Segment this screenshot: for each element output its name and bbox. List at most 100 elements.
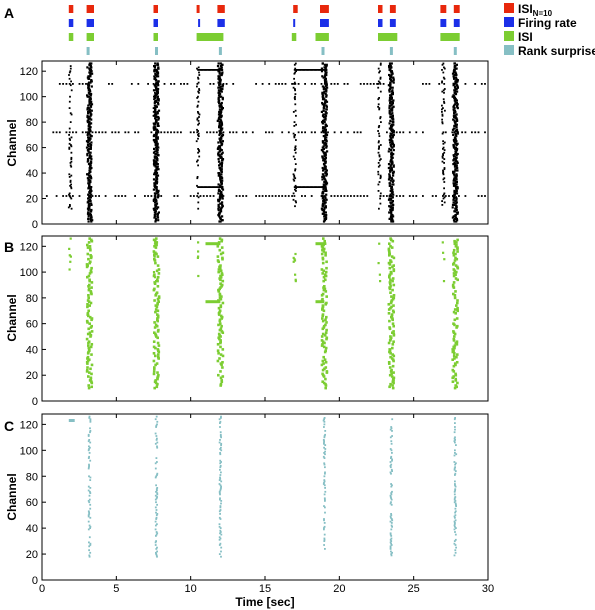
spike-mark <box>89 527 91 529</box>
spike-mark <box>454 83 457 85</box>
spike-mark <box>323 186 326 188</box>
spike-mark <box>390 219 393 222</box>
spike-mark <box>68 195 71 197</box>
spike-mark <box>321 98 325 101</box>
spike-mark <box>323 210 326 213</box>
spike-mark <box>217 62 220 65</box>
spike-mark <box>389 164 392 167</box>
spike-mark <box>89 71 92 74</box>
spike-mark <box>391 93 394 96</box>
spike-mark <box>88 475 90 478</box>
spike-mark <box>156 89 159 92</box>
spike-mark <box>86 121 89 124</box>
spike-mark <box>88 237 91 240</box>
spike-mark <box>325 173 328 176</box>
spike-mark <box>217 203 220 206</box>
spike-mark <box>391 418 394 421</box>
spike-mark <box>455 79 458 82</box>
spike-mark <box>325 336 329 340</box>
legend-label-isi-n10: ISIN=10 <box>518 2 553 18</box>
spike-mark <box>220 206 223 209</box>
spike-mark <box>69 204 71 206</box>
spike-mark <box>197 134 199 136</box>
spike-mark <box>297 131 300 134</box>
spike-mark <box>152 207 155 210</box>
spike-mark <box>229 131 231 134</box>
spike-mark <box>453 173 456 176</box>
spike-mark <box>438 83 441 85</box>
spike-mark <box>287 131 290 134</box>
spike-mark <box>88 156 91 159</box>
spike-mark <box>456 187 459 190</box>
spike-mark <box>336 195 339 197</box>
spike-mark <box>294 151 297 154</box>
spike-mark <box>389 355 392 359</box>
detection-bar <box>217 5 225 13</box>
y-tick-label: 60 <box>26 143 38 155</box>
spike-mark <box>455 149 458 152</box>
spike-mark <box>452 105 455 108</box>
spike-mark <box>391 178 394 181</box>
spike-mark <box>155 424 158 427</box>
spike-mark <box>88 304 91 307</box>
spike-mark <box>321 359 325 363</box>
spike-mark <box>219 138 222 142</box>
spike-mark <box>89 420 92 423</box>
spike-mark <box>314 131 316 134</box>
spike-mark <box>155 280 158 283</box>
spike-mark <box>87 386 91 390</box>
spike-mark <box>453 183 456 186</box>
spike-mark <box>89 212 92 215</box>
spike-mark <box>444 131 447 134</box>
spike-mark <box>88 455 90 458</box>
spike-mark <box>218 441 221 444</box>
spike-mark <box>245 195 248 197</box>
spike-mark <box>198 74 201 76</box>
spike-mark <box>154 155 157 158</box>
spike-mark <box>453 318 457 322</box>
spike-mark <box>209 69 211 71</box>
spike-mark <box>155 202 158 205</box>
spike-mark <box>323 180 326 184</box>
spike-mark <box>453 189 456 192</box>
spike-mark <box>323 86 326 89</box>
spike-mark <box>389 370 393 373</box>
spike-mark <box>218 110 221 113</box>
spike-mark <box>156 178 159 181</box>
spike-mark <box>156 492 159 494</box>
spike-mark <box>87 287 91 291</box>
spike-mark <box>388 339 392 342</box>
spike-mark <box>454 483 456 485</box>
spike-mark <box>323 159 326 162</box>
spike-mark <box>155 501 157 504</box>
spike-mark <box>324 487 326 489</box>
spike-mark <box>153 281 156 284</box>
spike-mark <box>88 123 91 126</box>
spike-mark <box>323 202 326 205</box>
spike-mark <box>154 363 157 367</box>
spike-mark <box>313 186 316 188</box>
spike-mark <box>219 426 221 428</box>
spike-mark <box>86 299 90 302</box>
spike-mark <box>89 217 92 220</box>
spike-mark <box>70 165 73 168</box>
spike-mark <box>392 304 395 307</box>
spike-mark <box>324 131 327 134</box>
spike-mark <box>88 121 91 124</box>
spike-mark <box>218 510 221 513</box>
spike-mark <box>453 203 456 206</box>
spike-mark <box>87 510 90 513</box>
spike-mark <box>451 72 455 75</box>
spike-mark <box>88 172 91 175</box>
spike-mark <box>324 201 327 204</box>
spike-mark <box>454 538 457 541</box>
spike-mark <box>443 192 446 195</box>
spike-mark <box>217 174 220 177</box>
spike-mark <box>346 131 349 134</box>
spike-mark <box>451 348 454 351</box>
spike-mark <box>69 181 72 183</box>
spike-mark <box>89 75 92 78</box>
spike-mark <box>451 216 454 219</box>
spike-mark <box>154 93 157 96</box>
spike-mark <box>217 189 220 192</box>
